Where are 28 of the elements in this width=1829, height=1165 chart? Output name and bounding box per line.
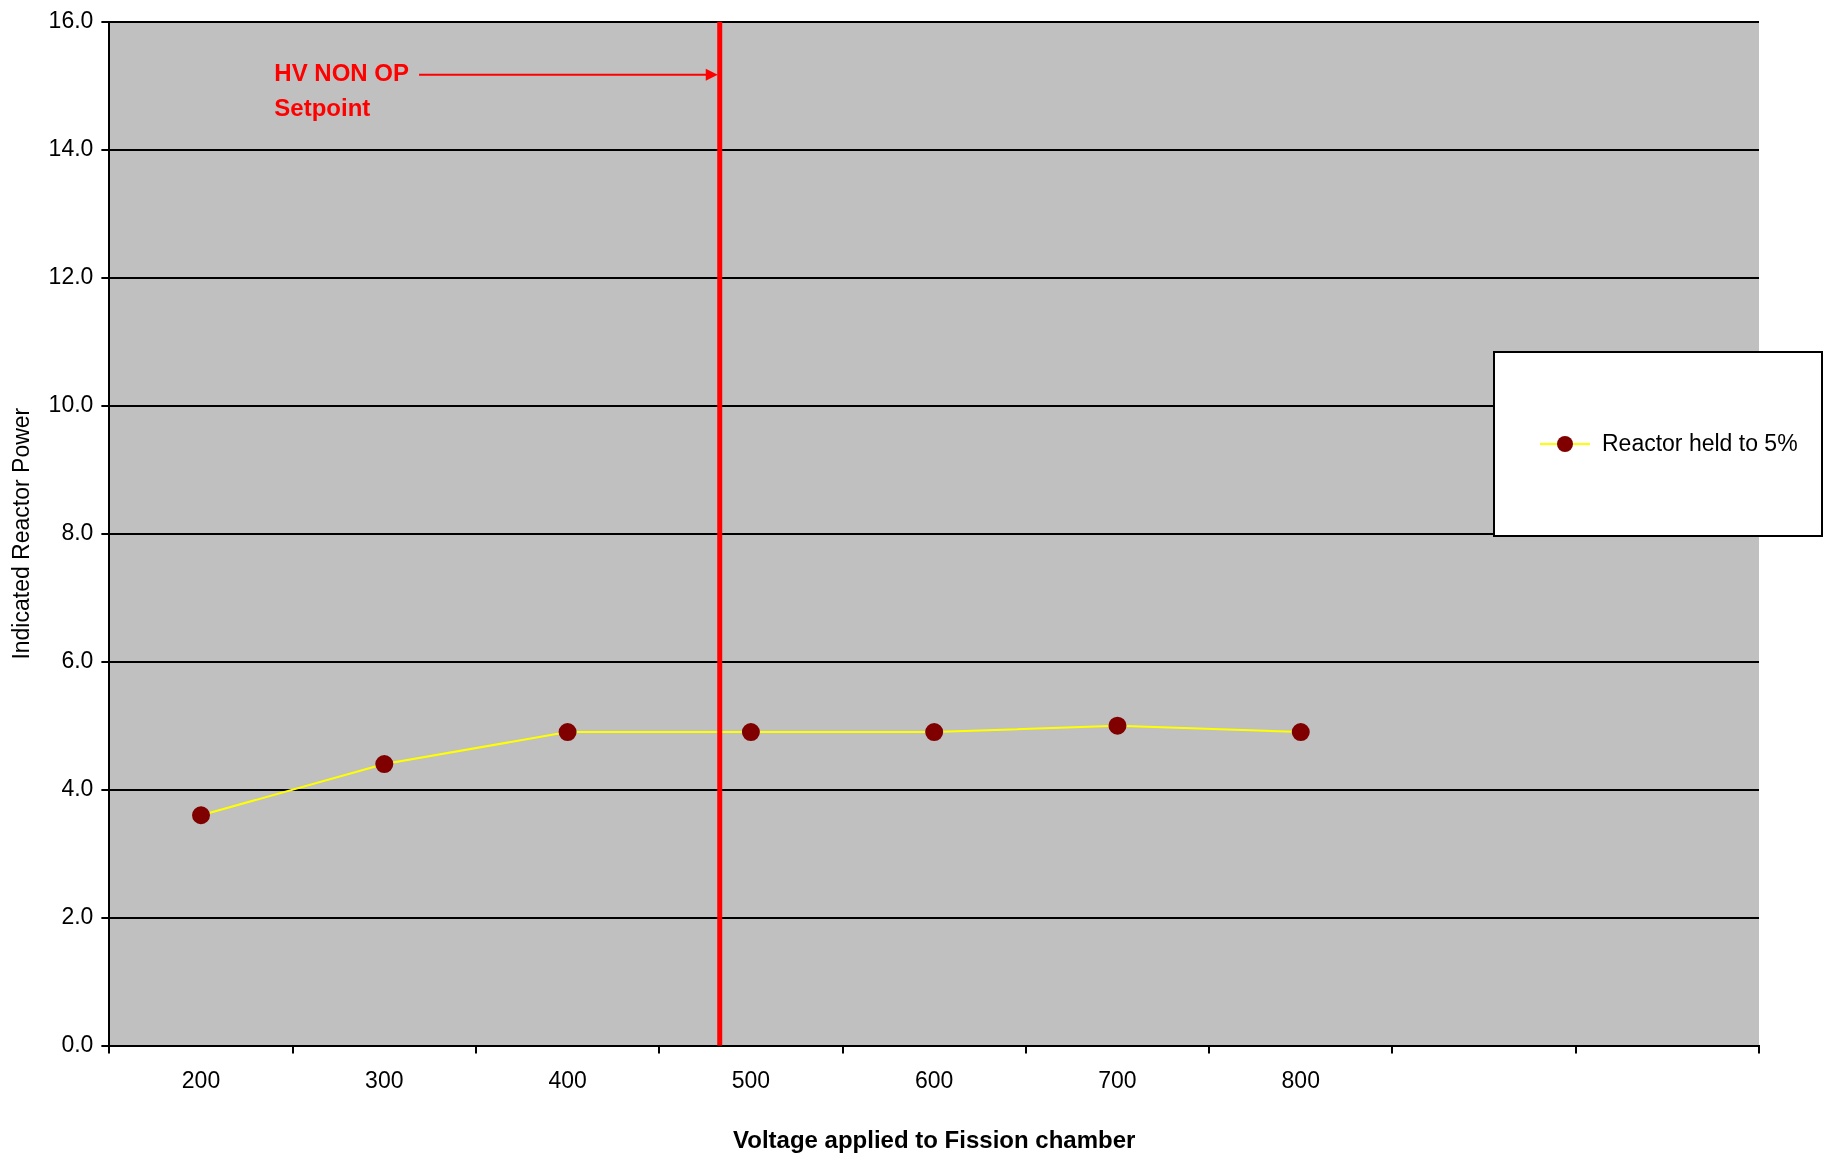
point: [192, 806, 211, 825]
x-tick-label: 800: [1281, 1066, 1320, 1093]
y-tick-label: 8.0: [61, 519, 94, 546]
y-tick-label: 10.0: [48, 391, 94, 418]
y-tick-label: 0.0: [61, 1030, 94, 1057]
x-tick-label: 600: [914, 1066, 954, 1093]
y-tick-label: 12.0: [48, 263, 94, 290]
x-tick-label: 400: [548, 1066, 587, 1093]
y-tick-label: 2.0: [61, 902, 94, 929]
legend: Reactor held to 5%: [1493, 350, 1823, 537]
y-tick-label: 4.0: [61, 774, 94, 801]
point: [558, 723, 577, 742]
point: [1291, 723, 1310, 742]
y-tick-label: 6.0: [61, 647, 94, 674]
legend-label: Reactor held to 5%: [1602, 430, 1798, 458]
point: [741, 723, 760, 742]
point: [925, 723, 944, 742]
x-axis-title: Voltage applied to Fission chamber: [733, 1126, 1136, 1154]
y-tick-label: 16.0: [48, 7, 94, 34]
point: [1108, 716, 1127, 735]
x-tick-label: 300: [365, 1066, 404, 1093]
point: [375, 755, 394, 774]
y-tick-label: 14.0: [48, 135, 94, 162]
ref-line-label: HV NON OP Setpoint: [274, 59, 410, 122]
x-tick-label: 700: [1098, 1066, 1137, 1093]
x-tick-label: 500: [731, 1066, 771, 1093]
x-tick-label: 200: [181, 1066, 221, 1093]
y-axis-title: Indicated Reactor Power: [8, 407, 35, 660]
